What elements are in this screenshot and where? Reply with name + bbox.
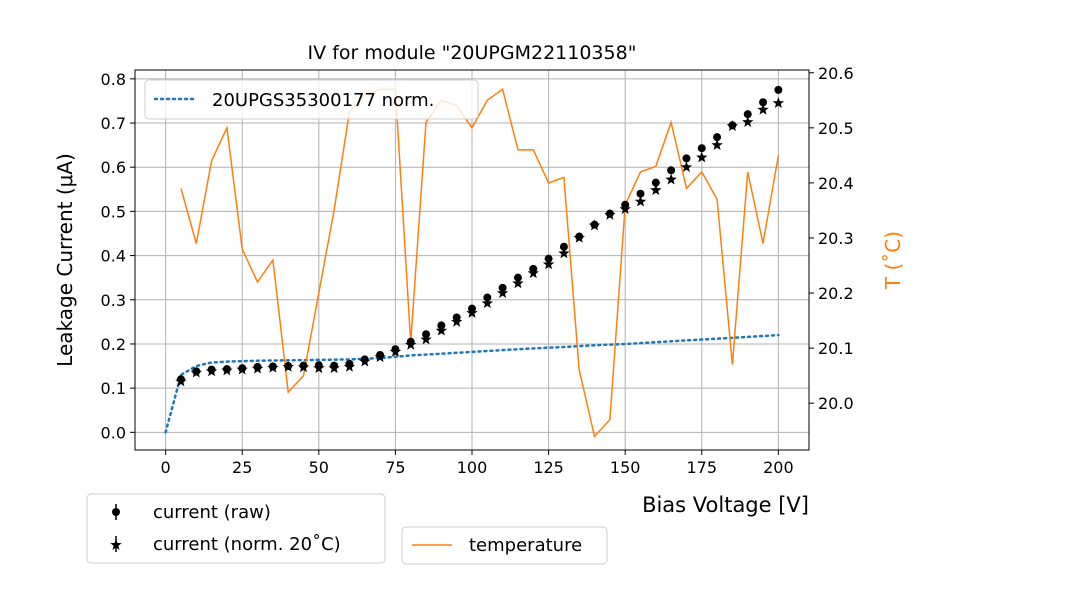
norm-current-point [297, 361, 310, 373]
y-tick-label: 0.8 [101, 70, 126, 89]
grid-layer [135, 70, 809, 450]
y2-tick-label: 20.5 [818, 119, 854, 138]
legend-raw-label: current (raw) [153, 502, 271, 523]
x-tick-label: 0 [161, 458, 171, 477]
norm-current-point [726, 120, 739, 131]
norm-current-point [328, 362, 340, 374]
x-tick-label: 25 [232, 458, 252, 477]
raw-current-point [759, 98, 768, 107]
norm-current-point [665, 173, 677, 185]
raw-current-point [743, 110, 752, 119]
norm-current-point [588, 219, 601, 231]
norm-current-point [558, 247, 570, 259]
norm-current-point [542, 258, 555, 270]
norm-current-point [772, 97, 785, 108]
norm-current-point [527, 267, 539, 279]
y2-tick-label: 20.1 [818, 339, 854, 358]
y2-tick-label: 20.4 [818, 174, 854, 193]
y-tick-label: 0.6 [101, 158, 126, 177]
raw-current-point [651, 178, 660, 187]
y2-tick-label: 20.6 [818, 64, 854, 83]
legend-raw-swatch [112, 504, 120, 520]
norm-current-point [619, 203, 631, 215]
legend-norm-label: current (norm. 20˚C) [153, 534, 341, 555]
norm-current-point [512, 277, 524, 289]
norm-current-point [389, 345, 402, 357]
norm-current-point [757, 103, 769, 115]
norm-current-point [374, 351, 386, 363]
norm-current-point [190, 366, 202, 378]
norm-current-point [680, 161, 693, 173]
y-axis-label: Leakage Current (μA) [53, 153, 77, 367]
norm-current-point [313, 362, 325, 374]
legend-temperature-label: temperature [469, 535, 582, 556]
y-tick-label: 0.3 [101, 291, 126, 310]
legend-temperature-box [401, 526, 608, 565]
x-tick-label: 50 [309, 458, 329, 477]
norm-current-point [267, 361, 279, 373]
raw-current-point [559, 242, 568, 251]
norm-current-point [573, 231, 585, 243]
reference-line [164, 333, 780, 434]
x-tick-label: 150 [610, 458, 641, 477]
norm-current-point [343, 360, 356, 372]
legend-temperature: temperature [401, 526, 608, 565]
y-tick-label: 0.5 [101, 202, 126, 221]
series-layer [164, 85, 785, 438]
y-tick-label: 0.0 [101, 423, 126, 442]
legend-reference: 20UPGS35300177 norm. [144, 79, 479, 120]
norm-current-point [205, 365, 218, 377]
y2-axis-label: T (˚C) [881, 231, 905, 290]
norm-current-point [696, 151, 708, 163]
x-tick-label: 200 [763, 458, 794, 477]
norm-current-point [282, 360, 294, 372]
temperature-line [180, 88, 780, 438]
raw-current-point [774, 85, 783, 94]
norm-current-point [711, 139, 723, 150]
legend-current: current (raw) current (norm. 20˚C) [86, 493, 386, 564]
x-tick-label: 100 [457, 458, 488, 477]
legend-current-box [86, 493, 386, 564]
y-tick-label: 0.1 [101, 379, 126, 398]
norm-current-point [450, 315, 463, 327]
y-tick-label: 0.4 [101, 247, 126, 266]
legend-reference-box [144, 79, 479, 120]
legend-reference-label: 20UPGS35300177 norm. [212, 90, 434, 111]
norm-current-point [634, 195, 647, 207]
norm-current-point [496, 287, 509, 298]
norm-current-point [466, 307, 478, 318]
chart-title: IV for module "20UPGM22110358" [308, 42, 637, 64]
x-axis-label: Bias Voltage [V] [642, 493, 809, 517]
norm-current-point [236, 363, 248, 375]
norm-current-point [481, 297, 494, 309]
raw-current-point [713, 133, 722, 142]
raw-current-point [667, 166, 676, 175]
x-tick-label: 125 [533, 458, 564, 477]
y2-tick-label: 20.0 [818, 394, 854, 413]
norm-current-point [359, 355, 371, 367]
norm-current-point [175, 375, 187, 387]
x-tick-label: 75 [385, 458, 405, 477]
y-tick-label: 0.2 [101, 335, 126, 354]
y-tick-label: 0.7 [101, 114, 126, 133]
axis-layer: 0 25 50 75 100 125 150 175 200 0.0 0.1 0.2 0.3 0.4 0.5… [101, 64, 854, 477]
norm-current-point [650, 184, 662, 196]
norm-current-point [251, 362, 264, 374]
norm-current-point [405, 338, 417, 350]
x-tick-label: 175 [686, 458, 717, 477]
raw-current-point [682, 154, 691, 163]
raw-current-point [636, 189, 645, 198]
y2-tick-label: 20.3 [818, 229, 854, 248]
norm-current-point [221, 364, 233, 376]
y2-tick-label: 20.2 [818, 284, 854, 303]
norm-current-point [435, 324, 448, 336]
raw-current-point [697, 144, 706, 153]
norm-current-point [604, 208, 616, 220]
legend-norm-swatch [110, 536, 122, 552]
norm-current-point [742, 116, 754, 127]
norm-current-point [420, 333, 432, 345]
